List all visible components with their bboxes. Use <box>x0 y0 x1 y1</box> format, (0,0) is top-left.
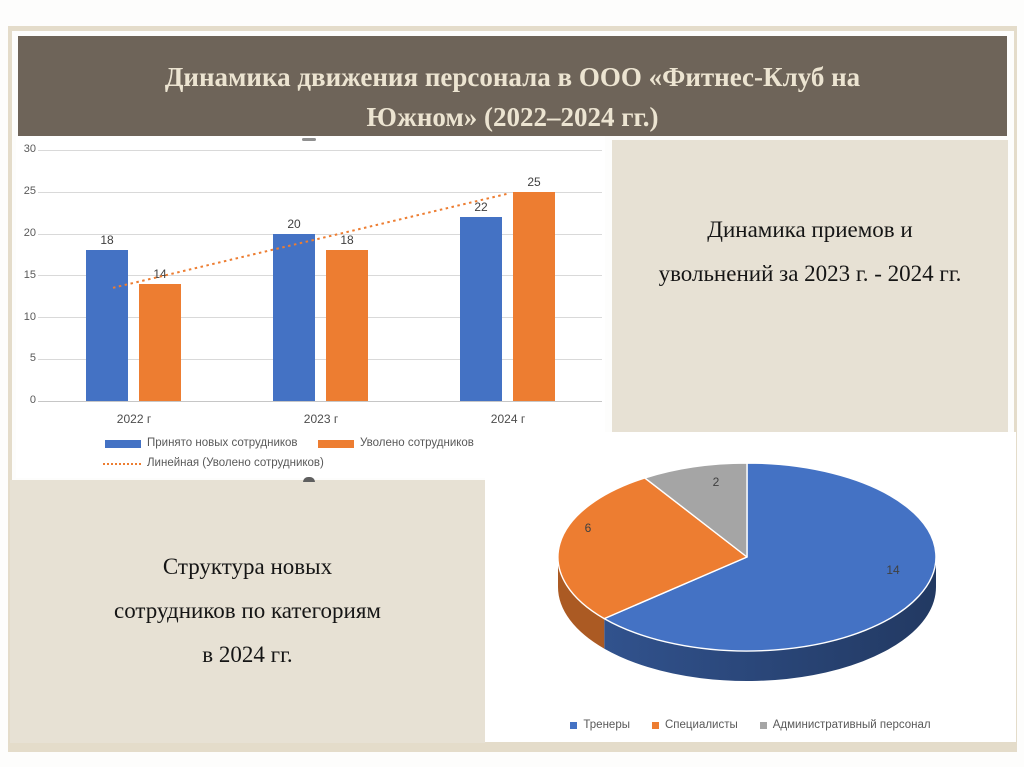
bar-fired-2022 г <box>139 283 181 401</box>
note-dynamics-line-1: Динамика приемов и <box>707 217 913 242</box>
bar-value-label: 22 <box>474 199 488 214</box>
y-tick-label: 30 <box>23 143 36 156</box>
pie-legend-label-specialists: Специалисты <box>665 719 738 731</box>
note-dynamics: Динамика приемов и увольнений за 2023 г.… <box>612 140 1008 432</box>
pie-value-label-Тренеры: 14 <box>886 563 900 577</box>
slide-title-line-2: Южном» (2022–2024 гг.) <box>366 102 659 132</box>
legend-swatch-trendline <box>103 463 141 465</box>
artifact-handle-bottom <box>303 477 315 482</box>
slide-frame-top <box>12 26 1014 31</box>
gridline <box>38 317 602 319</box>
legend-swatch-fired <box>318 440 354 448</box>
bar-value-label: 18 <box>100 233 114 248</box>
pie-legend-label-trainers: Тренеры <box>583 719 630 731</box>
slide-frame-right <box>1014 26 1017 752</box>
pie-legend-label-admin: Административный персонал <box>772 719 931 731</box>
pie-value-label-Административный персонал: 2 <box>712 475 720 489</box>
note-structure-line-1: Структура новых <box>162 554 333 579</box>
slide-title-line-1: Динамика движения персонала в ООО «Фитне… <box>164 62 861 92</box>
pie-legend-item-trainers: Тренеры <box>570 719 630 731</box>
y-tick-label: 5 <box>29 352 36 365</box>
pie-3d <box>485 432 1016 747</box>
slide-frame-bottom <box>8 742 1017 752</box>
legend-label-fired: Уволено сотрудников <box>360 437 474 449</box>
legend-marker-trainers <box>570 721 578 729</box>
note-structure-line-3: в 2024 гг. <box>202 642 293 667</box>
legend-marker-specialists <box>652 721 659 729</box>
note-structure-line-2: сотрудников по категориям <box>114 598 381 623</box>
slide-title-banner: Динамика движения персонала в ООО «Фитне… <box>18 36 1007 136</box>
gridline <box>38 191 602 193</box>
legend-marker-admin <box>759 721 767 729</box>
y-tick-label: 25 <box>23 185 36 198</box>
y-tick-label: 20 <box>23 227 36 239</box>
artifact-handle-top <box>302 138 316 141</box>
bar-value-label: 14 <box>153 266 167 281</box>
gridline <box>38 400 602 402</box>
y-tick-label: 10 <box>23 310 36 323</box>
pie-value-label-Специалисты: 6 <box>584 521 592 535</box>
bar-value-label: 20 <box>287 216 301 231</box>
note-structure: Структура новых сотрудников по категория… <box>10 480 485 743</box>
x-category-label: 2022 г <box>116 412 152 426</box>
gridline <box>38 358 602 360</box>
bar-hired-2023 г <box>273 233 315 401</box>
bar-chart: 0 5 10 15 20 25 30 18 20 22 14 18 25 2022 г 2023 г 20… <box>16 136 605 478</box>
y-tick-label: 15 <box>23 268 36 281</box>
bar-value-label: 25 <box>527 174 541 189</box>
y-tick-label: 0 <box>29 394 36 407</box>
legend-label-trendline: Линейная (Уволено сотрудников) <box>147 457 324 469</box>
bar-value-label: 18 <box>340 233 354 248</box>
x-category-label: 2024 г <box>490 412 526 426</box>
pie-legend: Тренеры Специалисты Административный пер… <box>485 719 1016 731</box>
pie-chart: 14 6 2 Тренеры Специалисты Административны… <box>485 432 1016 742</box>
pie-legend-item-specialists: Специалисты <box>652 719 738 731</box>
bar-fired-2024 г <box>513 191 555 401</box>
pie-legend-item-admin: Административный персонал <box>759 719 931 731</box>
bar-fired-2023 г <box>326 250 368 401</box>
note-dynamics-line-2: увольнений за 2023 г. - 2024 гг. <box>658 261 962 286</box>
slide-frame-left <box>8 26 12 752</box>
bar-hired-2024 г <box>460 216 502 401</box>
legend-label-hired: Принято новых сотрудников <box>147 437 298 449</box>
gridline <box>38 149 602 151</box>
x-category-label: 2023 г <box>303 412 339 426</box>
bar-hired-2022 г <box>86 250 128 401</box>
legend-swatch-hired <box>105 440 141 448</box>
